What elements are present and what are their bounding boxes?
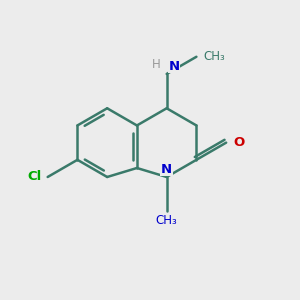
Text: Cl: Cl [28, 170, 42, 184]
Text: N: N [168, 60, 179, 73]
Text: CH₃: CH₃ [204, 50, 225, 63]
Text: H: H [152, 58, 161, 71]
Text: CH₃: CH₃ [156, 214, 178, 227]
Text: O: O [233, 136, 244, 149]
Text: N: N [161, 163, 172, 176]
